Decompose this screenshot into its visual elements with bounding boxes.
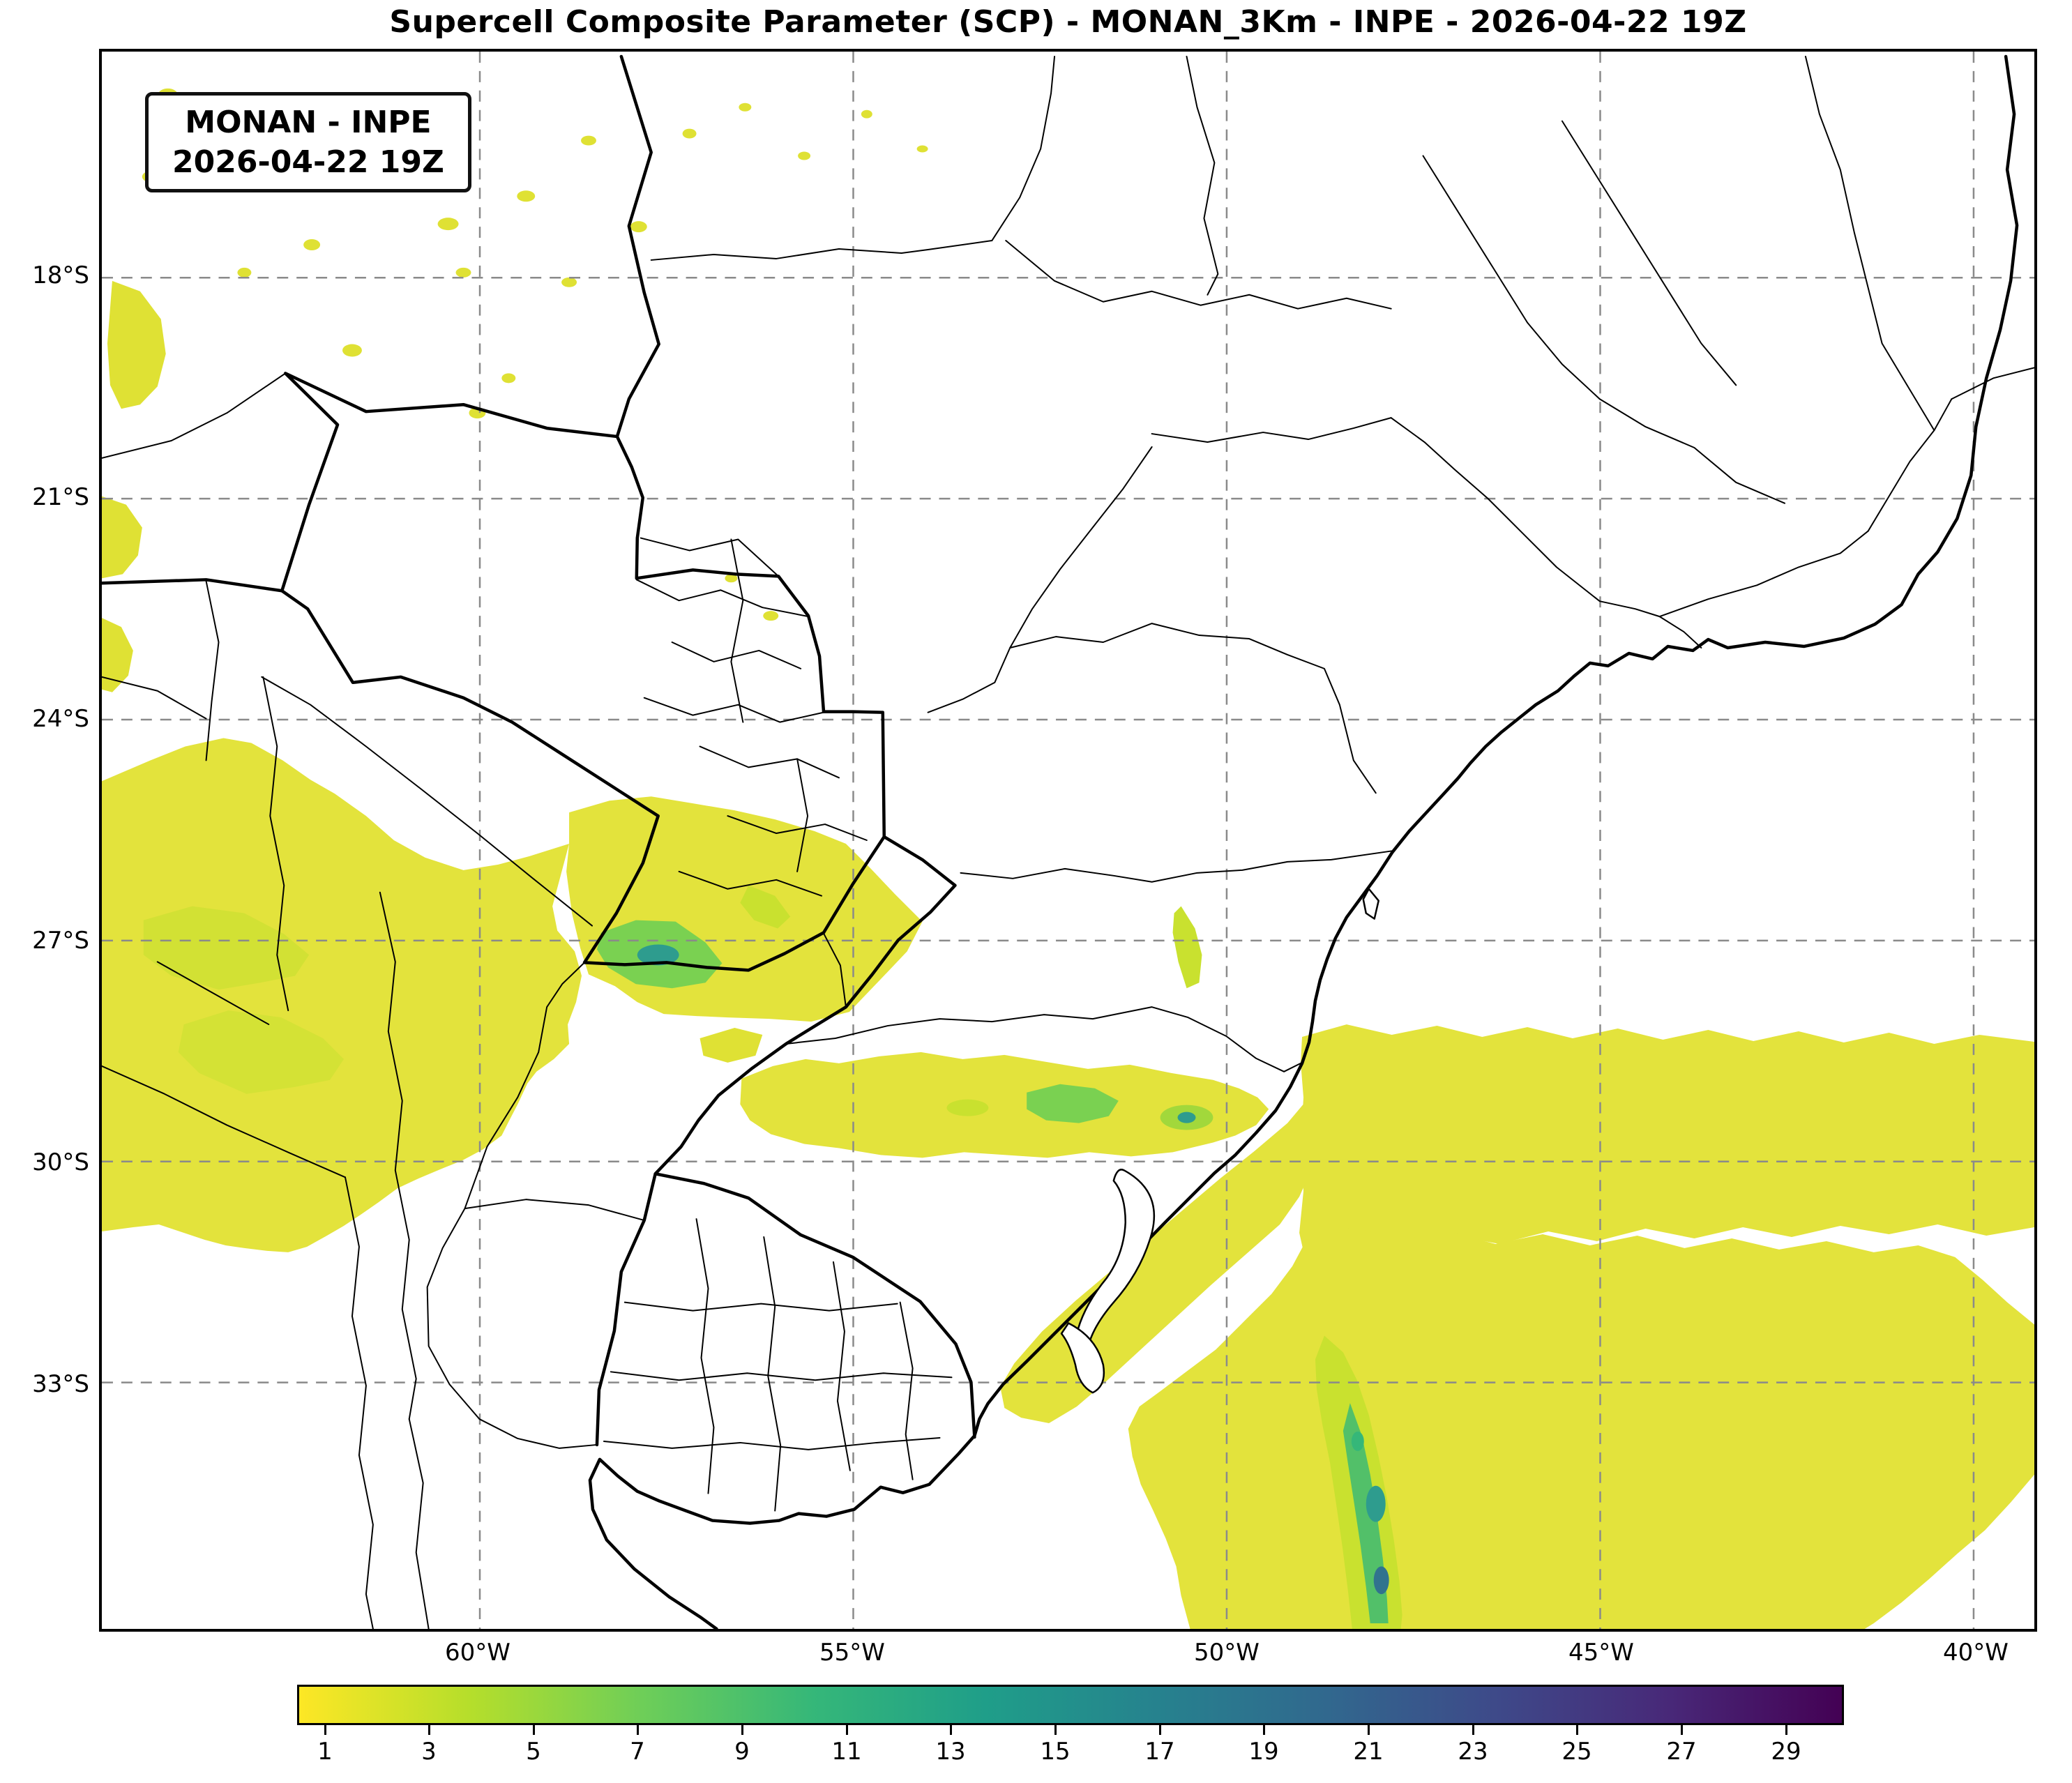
lon-tick-40w: 40°W — [1943, 1639, 2009, 1667]
lon-tick-55w: 55°W — [819, 1639, 885, 1667]
colorbar-tickmark — [533, 1725, 535, 1735]
lat-tick-27s: 27°S — [32, 927, 89, 955]
scp-fill-layer — [102, 88, 2034, 1629]
colorbar-label-25: 25 — [1561, 1738, 1592, 1766]
colorbar-label-23: 23 — [1458, 1738, 1488, 1766]
lat-tick-30s: 30°S — [32, 1148, 89, 1176]
santa-catarina-island — [1362, 888, 1379, 920]
colorbar-label-17: 17 — [1144, 1738, 1175, 1766]
map-panel: MONAN - INPE 2026-04-22 19Z — [99, 49, 2037, 1632]
colorbar-label-7: 7 — [630, 1738, 645, 1766]
colorbar-tickmark — [741, 1725, 743, 1735]
model-info-box: MONAN - INPE 2026-04-22 19Z — [145, 92, 471, 193]
colorbar-label-11: 11 — [831, 1738, 862, 1766]
colorbar-tickmark — [1681, 1725, 1683, 1735]
country-border-layer — [102, 54, 976, 1447]
colorbar-label-13: 13 — [935, 1738, 966, 1766]
colorbar-label-29: 29 — [1771, 1738, 1801, 1766]
colorbar-label-21: 21 — [1353, 1738, 1384, 1766]
coastline-layer — [588, 54, 2019, 1629]
colorbar-label-9: 9 — [734, 1738, 750, 1766]
gridline-layer — [102, 52, 2034, 1629]
colorbar-tickmark — [1368, 1725, 1370, 1735]
colorbar-tickmark — [1785, 1725, 1787, 1735]
colorbar-label-1: 1 — [317, 1738, 333, 1766]
colorbar-label-27: 27 — [1666, 1738, 1697, 1766]
colorbar-tickmark — [1472, 1725, 1474, 1735]
colorbar-tickmark — [1054, 1725, 1057, 1735]
lat-tick-18s: 18°S — [32, 261, 89, 289]
colorbar-tickmark — [1159, 1725, 1161, 1735]
colorbar: 1 3 5 7 9 11 13 15 17 19 21 23 25 27 29 — [297, 1685, 1844, 1775]
lat-tick-21s: 21°S — [32, 483, 89, 511]
colorbar-tickmark — [950, 1725, 952, 1735]
colorbar-gradient — [297, 1685, 1844, 1725]
lon-tick-60w: 60°W — [445, 1639, 511, 1667]
coastline — [588, 54, 2019, 1629]
lon-tick-50w: 50°W — [1194, 1639, 1260, 1667]
colorbar-label-5: 5 — [526, 1738, 541, 1766]
colorbar-tickmark — [324, 1725, 326, 1735]
lat-tick-24s: 24°S — [32, 705, 89, 733]
model-info-line1: MONAN - INPE — [185, 105, 432, 140]
colorbar-tickmark — [1263, 1725, 1265, 1735]
figure-title: Supercell Composite Parameter (SCP) - MO… — [389, 4, 1747, 40]
lat-tick-33s: 33°S — [32, 1370, 89, 1398]
colorbar-label-3: 3 — [421, 1738, 437, 1766]
colorbar-tickmark — [428, 1725, 430, 1735]
model-info-line2: 2026-04-22 19Z — [172, 144, 444, 181]
colorbar-label-19: 19 — [1248, 1738, 1279, 1766]
lon-tick-45w: 45°W — [1568, 1639, 1634, 1667]
colorbar-tickmark — [637, 1725, 639, 1735]
state-border-layer — [102, 55, 2034, 1629]
colorbar-tickmark — [1576, 1725, 1578, 1735]
lagoa-mirim — [1060, 1322, 1105, 1394]
colorbar-label-15: 15 — [1040, 1738, 1071, 1766]
colorbar-tickmark — [846, 1725, 848, 1735]
map-svg — [102, 52, 2034, 1629]
